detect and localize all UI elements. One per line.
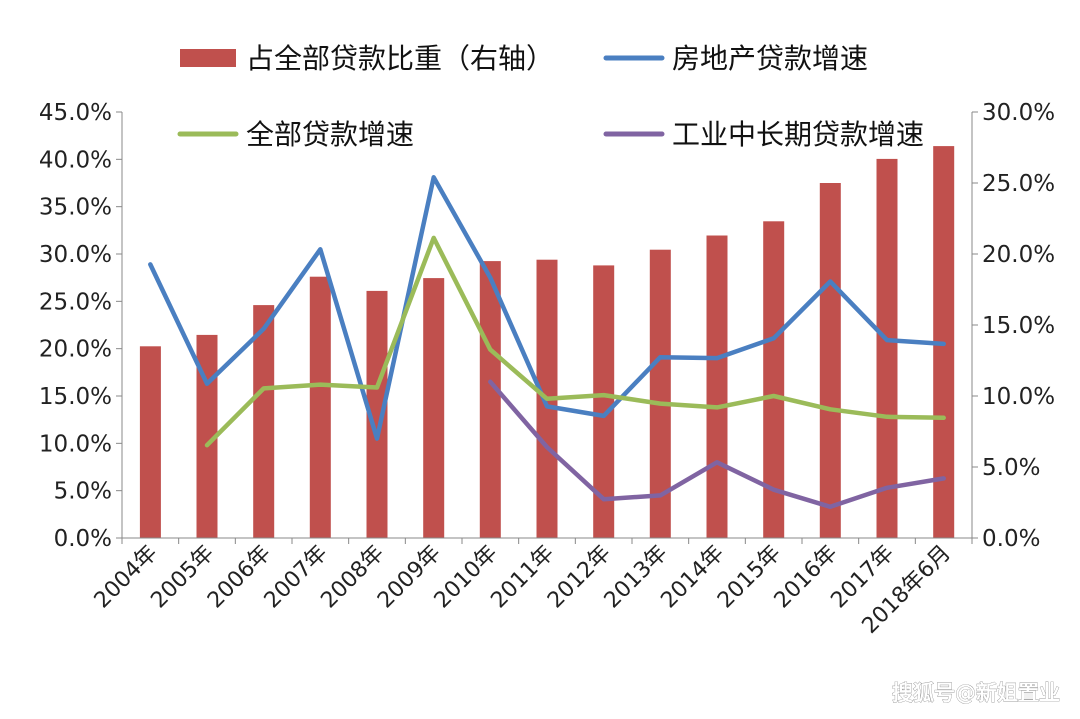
x-tick-label: 2011年 (486, 541, 559, 614)
x-tick-label: 2010年 (430, 541, 503, 614)
left-tick-label: 20.0% (39, 337, 112, 363)
bar (423, 278, 445, 538)
series-line (488, 379, 946, 510)
x-tick-label: 2009年 (373, 541, 446, 614)
x-tick-label: 2012年 (543, 541, 616, 614)
left-tick-label: 45.0% (39, 100, 112, 126)
right-tick-label: 5.0% (982, 455, 1040, 481)
left-tick-label: 35.0% (39, 195, 112, 221)
right-tick-label: 0.0% (982, 526, 1040, 552)
bar (253, 305, 275, 538)
line-series (148, 175, 946, 510)
legend-label: 占全部贷款比重（右轴） (246, 42, 554, 75)
bar (706, 235, 728, 538)
bar (819, 183, 841, 538)
series-line (204, 235, 946, 448)
right-tick-label: 10.0% (982, 384, 1055, 410)
series-line (148, 175, 946, 441)
x-tick-label: 2014年 (656, 541, 729, 614)
left-tick-label: 15.0% (39, 384, 112, 410)
right-tick-label: 25.0% (982, 171, 1055, 197)
left-tick-label: 25.0% (39, 289, 112, 315)
x-tick-label: 2007年 (260, 541, 333, 614)
bar (763, 221, 785, 539)
legend-label: 房地产贷款增速 (672, 42, 868, 75)
x-tick-label: 2008年 (316, 541, 389, 614)
right-tick-label: 30.0% (982, 100, 1055, 126)
legend-label: 全部贷款增速 (246, 118, 414, 151)
left-tick-label: 10.0% (39, 431, 112, 457)
x-tick-label: 2005年 (146, 541, 219, 614)
x-tick-label: 2013年 (600, 541, 673, 614)
right-tick-label: 20.0% (982, 242, 1055, 268)
bar (139, 346, 161, 538)
bar (593, 265, 615, 538)
bar (309, 276, 331, 538)
left-tick-label: 5.0% (54, 479, 112, 505)
bar (649, 249, 671, 538)
x-tick-label: 2015年 (713, 541, 786, 614)
left-tick-label: 30.0% (39, 242, 112, 268)
bar (876, 158, 898, 538)
bar (479, 261, 501, 538)
watermark: 搜狐号@新姐置业 (892, 681, 1060, 705)
bar-series (139, 146, 955, 539)
bar (196, 334, 218, 538)
left-tick-label: 40.0% (39, 147, 112, 173)
left-tick-label: 0.0% (54, 526, 112, 552)
x-tick-label: 2016年 (770, 541, 843, 614)
bar (366, 290, 388, 538)
x-tick-label: 2006年 (203, 541, 276, 614)
legend-swatch (180, 49, 236, 67)
legend-label: 工业中长期贷款增速 (672, 118, 924, 151)
right-tick-label: 15.0% (982, 313, 1055, 339)
